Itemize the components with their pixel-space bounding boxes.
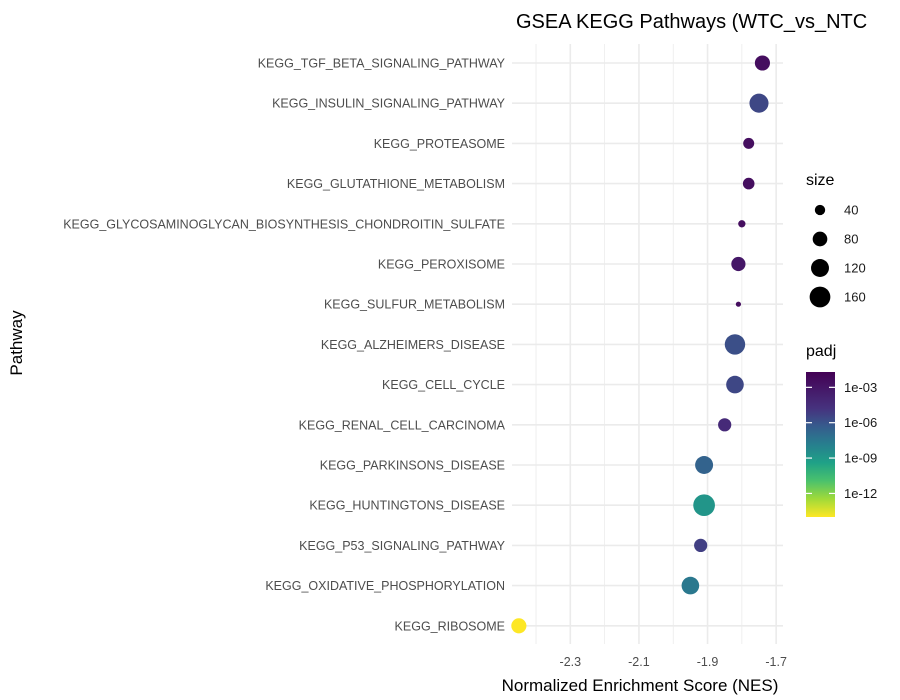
y-tick-label: KEGG_ALZHEIMERS_DISEASE (321, 338, 505, 352)
x-tick-label: -1.7 (765, 655, 787, 669)
data-point (743, 137, 755, 149)
y-tick-label: KEGG_INSULIN_SIGNALING_PATHWAY (272, 97, 506, 111)
size-legend-label: 40 (844, 203, 858, 218)
padj-legend-label: 1e-06 (844, 415, 877, 430)
size-legend-label: 80 (844, 232, 858, 247)
y-tick-labels: KEGG_TGF_BETA_SIGNALING_PATHWAY KEGG_INSU… (63, 57, 505, 634)
padj-legend: padj 1e-03 1e-06 1e-09 1e-12 (806, 343, 877, 517)
y-tick-label: KEGG_RIBOSOME (395, 619, 505, 633)
y-tick-label: KEGG_PEROXISOME (378, 258, 505, 272)
data-point (742, 177, 755, 190)
y-tick-label: KEGG_RENAL_CELL_CARCINOMA (299, 418, 506, 432)
y-tick-label: KEGG_OXIDATIVE_PHOSPHORYLATION (265, 579, 505, 593)
padj-legend-label: 1e-12 (844, 486, 877, 501)
padj-legend-label: 1e-03 (844, 380, 877, 395)
data-point (694, 538, 708, 553)
y-axis-title: Pathway (7, 310, 26, 376)
data-point (681, 576, 700, 595)
data-point (749, 93, 769, 113)
size-legend-key (812, 231, 828, 247)
y-tick-label: KEGG_TGF_BETA_SIGNALING_PATHWAY (258, 57, 506, 71)
y-tick-label: KEGG_P53_SIGNALING_PATHWAY (299, 539, 506, 553)
data-point (726, 375, 744, 394)
y-tick-label: KEGG_PROTEASOME (374, 137, 505, 151)
data-point (693, 494, 715, 517)
size-legend-label: 160 (844, 290, 866, 305)
data-point (511, 618, 527, 634)
data-point (754, 55, 770, 71)
data-point (724, 334, 746, 355)
y-tick-label: KEGG_GLUTATHIONE_METABOLISM (287, 177, 505, 191)
y-tick-label: KEGG_PARKINSONS_DISEASE (320, 459, 505, 473)
x-tick-label: -2.3 (560, 655, 582, 669)
data-points (511, 55, 770, 634)
size-legend: size 40 80 120 160 (806, 172, 866, 308)
padj-colorbar (806, 372, 835, 517)
y-tick-label: KEGG_CELL_CYCLE (382, 378, 505, 392)
x-tick-label: -2.1 (628, 655, 650, 669)
y-tick-label: KEGG_SULFUR_METABOLISM (324, 298, 505, 312)
size-legend-title: size (806, 172, 835, 189)
x-tick-labels: -2.3 -2.1 -1.9 -1.7 (560, 655, 787, 669)
padj-legend-label: 1e-09 (844, 451, 877, 466)
data-point (731, 256, 746, 272)
y-tick-label: KEGG_GLYCOSAMINOGLYCAN_BIOSYNTHESIS_CHON… (63, 217, 505, 231)
size-legend-key (811, 259, 829, 277)
y-tick-label: KEGG_HUNTINGTONS_DISEASE (309, 499, 505, 513)
padj-legend-title: padj (806, 343, 836, 360)
chart-title: GSEA KEGG Pathways (WTC_vs_NTC (516, 11, 867, 33)
x-axis-title: Normalized Enrichment Score (NES) (502, 676, 779, 695)
data-point (718, 418, 732, 432)
data-point (738, 220, 746, 228)
data-point (735, 301, 742, 307)
size-legend-key (814, 204, 826, 216)
size-legend-key (809, 286, 831, 308)
x-tick-label: -1.9 (697, 655, 719, 669)
size-legend-label: 120 (844, 261, 866, 276)
data-point (695, 456, 714, 474)
